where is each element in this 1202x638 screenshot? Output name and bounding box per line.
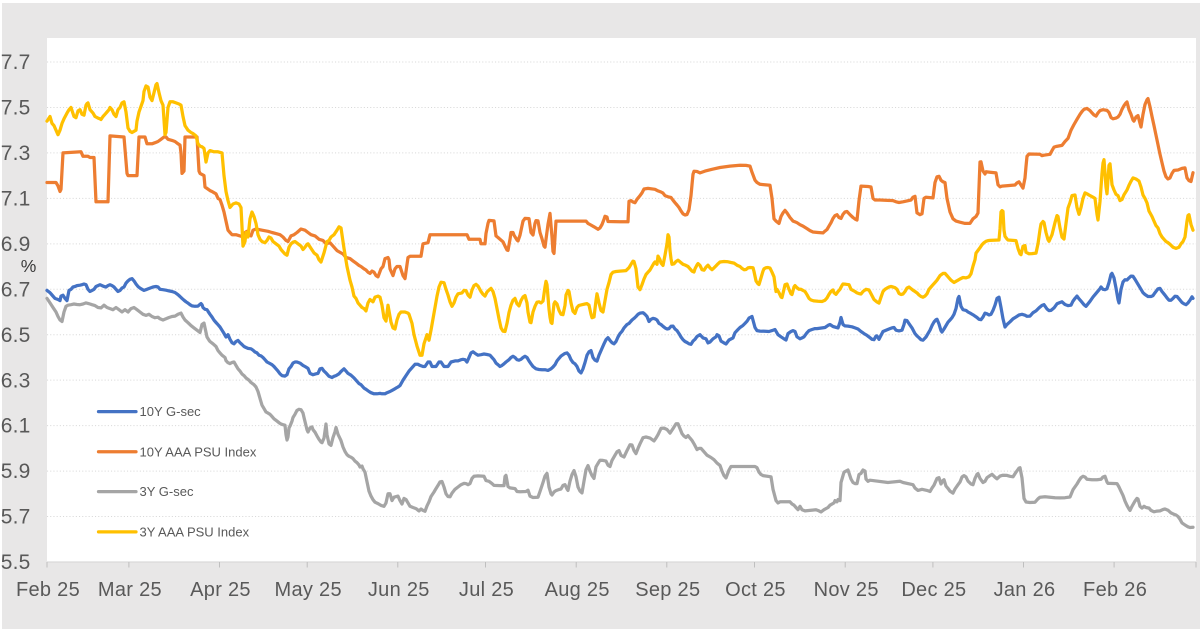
svg-text:6.7: 6.7 bbox=[1, 278, 31, 301]
svg-text:7.3: 7.3 bbox=[1, 142, 31, 165]
svg-text:Jun 25: Jun 25 bbox=[368, 579, 430, 601]
svg-text:10Y G-sec: 10Y G-sec bbox=[140, 404, 202, 419]
svg-text:Jan 26: Jan 26 bbox=[994, 579, 1056, 601]
svg-text:7.1: 7.1 bbox=[1, 188, 31, 211]
svg-text:Oct 25: Oct 25 bbox=[725, 579, 786, 601]
svg-text:6.5: 6.5 bbox=[1, 324, 31, 347]
svg-text:10Y AAA PSU Index: 10Y AAA PSU Index bbox=[140, 444, 257, 459]
svg-text:May 25: May 25 bbox=[275, 579, 342, 601]
svg-text:Mar 25: Mar 25 bbox=[98, 579, 162, 601]
svg-text:7.5: 7.5 bbox=[1, 97, 31, 120]
svg-text:%: % bbox=[21, 256, 37, 276]
svg-text:Dec 25: Dec 25 bbox=[901, 579, 966, 601]
svg-text:5.5: 5.5 bbox=[1, 551, 31, 574]
svg-text:Feb 26: Feb 26 bbox=[1083, 579, 1147, 601]
svg-text:Jul 25: Jul 25 bbox=[459, 579, 514, 601]
svg-text:6.1: 6.1 bbox=[1, 415, 31, 438]
svg-text:Nov 25: Nov 25 bbox=[814, 579, 879, 601]
svg-text:7.7: 7.7 bbox=[1, 51, 31, 74]
svg-text:3Y G-sec: 3Y G-sec bbox=[140, 484, 194, 499]
svg-text:5.9: 5.9 bbox=[1, 460, 31, 483]
svg-text:6.3: 6.3 bbox=[1, 369, 31, 392]
svg-text:Aug 25: Aug 25 bbox=[545, 579, 610, 601]
svg-text:3Y AAA PSU Index: 3Y AAA PSU Index bbox=[140, 524, 250, 539]
svg-text:Apr 25: Apr 25 bbox=[190, 579, 251, 601]
svg-text:5.7: 5.7 bbox=[1, 506, 31, 529]
svg-text:Feb 25: Feb 25 bbox=[16, 579, 80, 601]
svg-text:Sep 25: Sep 25 bbox=[635, 579, 700, 601]
svg-text:6.9: 6.9 bbox=[1, 233, 31, 256]
